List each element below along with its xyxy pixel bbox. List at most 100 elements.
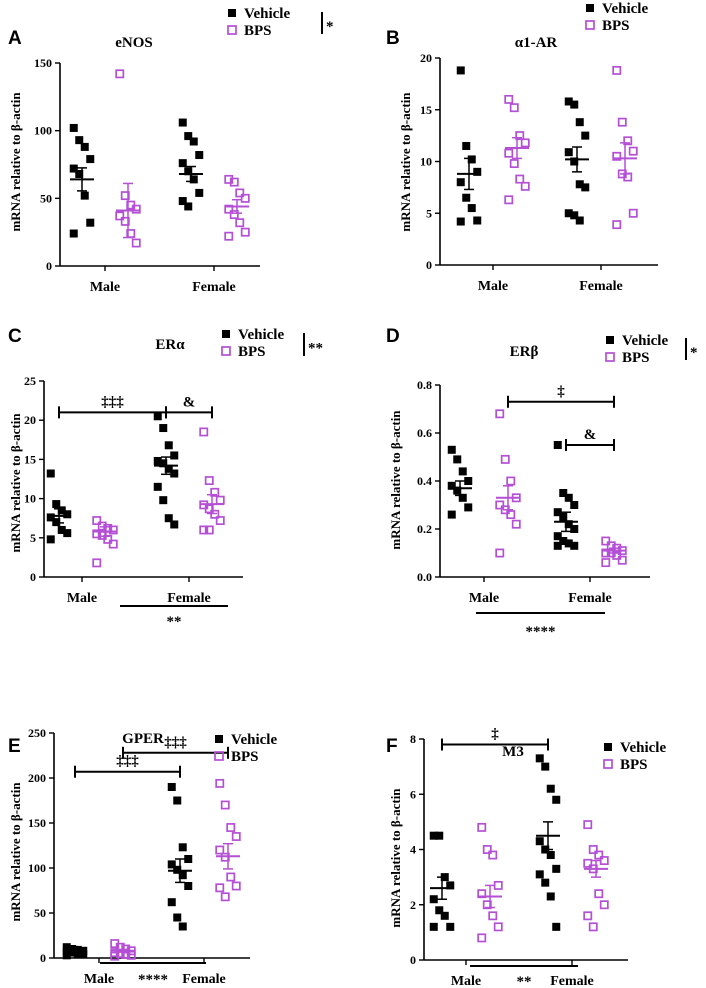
data-point-vehicle — [570, 211, 579, 220]
data-point-vehicle — [440, 911, 449, 920]
panel-letter: C — [8, 326, 22, 347]
data-point-bps — [120, 216, 130, 226]
y-axis-label: mRNA relative to β-actin — [8, 413, 23, 553]
data-point-vehicle — [564, 520, 573, 529]
data-point-vehicle — [570, 525, 579, 533]
data-point-bps — [226, 872, 236, 882]
data-point-vehicle — [189, 137, 198, 146]
data-point-bps — [229, 210, 239, 220]
data-point-vehicle — [453, 455, 462, 464]
data-point-bps — [220, 892, 230, 902]
y-tick-label: 0 — [30, 570, 36, 584]
data-point-bps — [588, 922, 598, 932]
data-point-bps — [240, 193, 250, 203]
data-point-bps — [520, 138, 530, 148]
legend-marker-vehicle — [228, 9, 236, 17]
data-point-vehicle — [46, 513, 55, 522]
chart-title: eNOS — [115, 35, 153, 51]
data-point-bps — [509, 159, 519, 169]
y-tick-label: 0.2 — [417, 522, 432, 536]
data-point-vehicle — [446, 922, 455, 931]
data-point-vehicle — [184, 132, 193, 141]
data-point-vehicle — [184, 202, 193, 211]
data-point-bps — [199, 525, 209, 535]
data-point-vehicle — [195, 188, 204, 197]
data-point-vehicle — [178, 843, 187, 852]
data-point-bps — [215, 516, 225, 526]
data-point-vehicle — [464, 503, 473, 512]
data-point-vehicle — [570, 541, 579, 550]
x-category-label: Male — [478, 279, 508, 294]
data-point-bps — [229, 177, 239, 187]
data-point-bps — [482, 900, 492, 910]
data-point-vehicle — [546, 851, 555, 860]
data-point-vehicle — [570, 501, 579, 509]
chart-title: ERβ — [510, 344, 539, 360]
panel-f: F M3 mRNA relative to β-actin 0 2 4 6 8 Male Fema… — [386, 727, 666, 988]
data-point-bps — [204, 504, 214, 514]
data-point-vehicle — [458, 467, 467, 476]
data-point-vehicle — [464, 477, 473, 485]
data-point-vehicle — [559, 537, 568, 545]
data-point-bps — [226, 823, 236, 832]
legend-marker-bps — [605, 352, 615, 362]
data-point-vehicle — [86, 155, 95, 164]
data-point-bps — [583, 820, 593, 830]
data-point-vehicle — [581, 183, 590, 192]
data-point-vehicle — [559, 489, 568, 497]
data-point-vehicle — [170, 451, 179, 460]
x-category-label: Female — [579, 279, 623, 294]
data-point-bps — [110, 951, 120, 961]
data-point-bps — [617, 117, 627, 127]
panel-letter: F — [386, 736, 398, 757]
data-point-vehicle — [178, 118, 187, 127]
data-point-bps — [515, 174, 525, 184]
data-point-vehicle — [462, 141, 471, 150]
panel-d: D ERβ mRNA relative to β-actin 0.0 0.2 0.4 0.6… — [386, 326, 698, 640]
data-point-vehicle — [552, 864, 561, 873]
data-point-bps — [92, 516, 102, 526]
data-point-vehicle — [178, 159, 187, 168]
data-point-bps — [199, 427, 209, 437]
sex-effect-label: **** — [138, 972, 168, 988]
data-point-vehicle — [462, 193, 471, 202]
data-point-vehicle — [553, 441, 562, 449]
y-tick-label: 100 — [34, 124, 52, 138]
legend-label: Vehicle — [244, 6, 290, 22]
panel-c: C ERα mRNA relative to β-actin 0 5 10 15 20 25 Ma… — [8, 326, 323, 630]
y-tick-label: 5 — [30, 531, 36, 545]
legend-label: Vehicle — [231, 732, 277, 748]
x-category-label: Male — [67, 591, 97, 606]
data-point-vehicle — [178, 197, 187, 206]
data-point-bps — [594, 850, 604, 860]
data-point-bps — [92, 529, 102, 539]
data-point-bps — [601, 558, 611, 568]
x-category-label: Male — [90, 280, 120, 295]
data-point-vehicle — [184, 855, 193, 863]
data-point-vehicle — [173, 796, 182, 805]
x-category-label: Female — [568, 591, 612, 606]
data-point-bps — [612, 151, 622, 161]
x-category-label: Female — [550, 974, 594, 988]
data-point-vehicle — [535, 754, 544, 763]
data-point-bps — [488, 850, 498, 860]
data-point-vehicle — [184, 882, 193, 890]
data-point-bps — [477, 822, 487, 832]
data-point-bps — [515, 131, 525, 141]
chart-title: ERα — [155, 337, 185, 353]
data-point-vehicle — [159, 496, 168, 505]
y-axis-label: mRNA relative to β-actin — [8, 782, 23, 922]
data-point-vehicle — [541, 878, 550, 887]
sex-effect-label: ** — [517, 974, 532, 988]
data-point-bps — [493, 880, 503, 890]
data-point-vehicle — [447, 481, 456, 490]
panel-e: E GPER mRNA relative to β-actin 0 50 100 150 20… — [8, 726, 277, 988]
data-point-bps — [500, 454, 510, 464]
data-point-vehicle — [570, 157, 579, 166]
y-tick-label: 20 — [420, 51, 432, 65]
data-point-vehicle — [429, 895, 438, 904]
data-point-vehicle — [167, 860, 176, 869]
data-point-vehicle — [62, 943, 71, 952]
data-point-bps — [482, 845, 492, 854]
